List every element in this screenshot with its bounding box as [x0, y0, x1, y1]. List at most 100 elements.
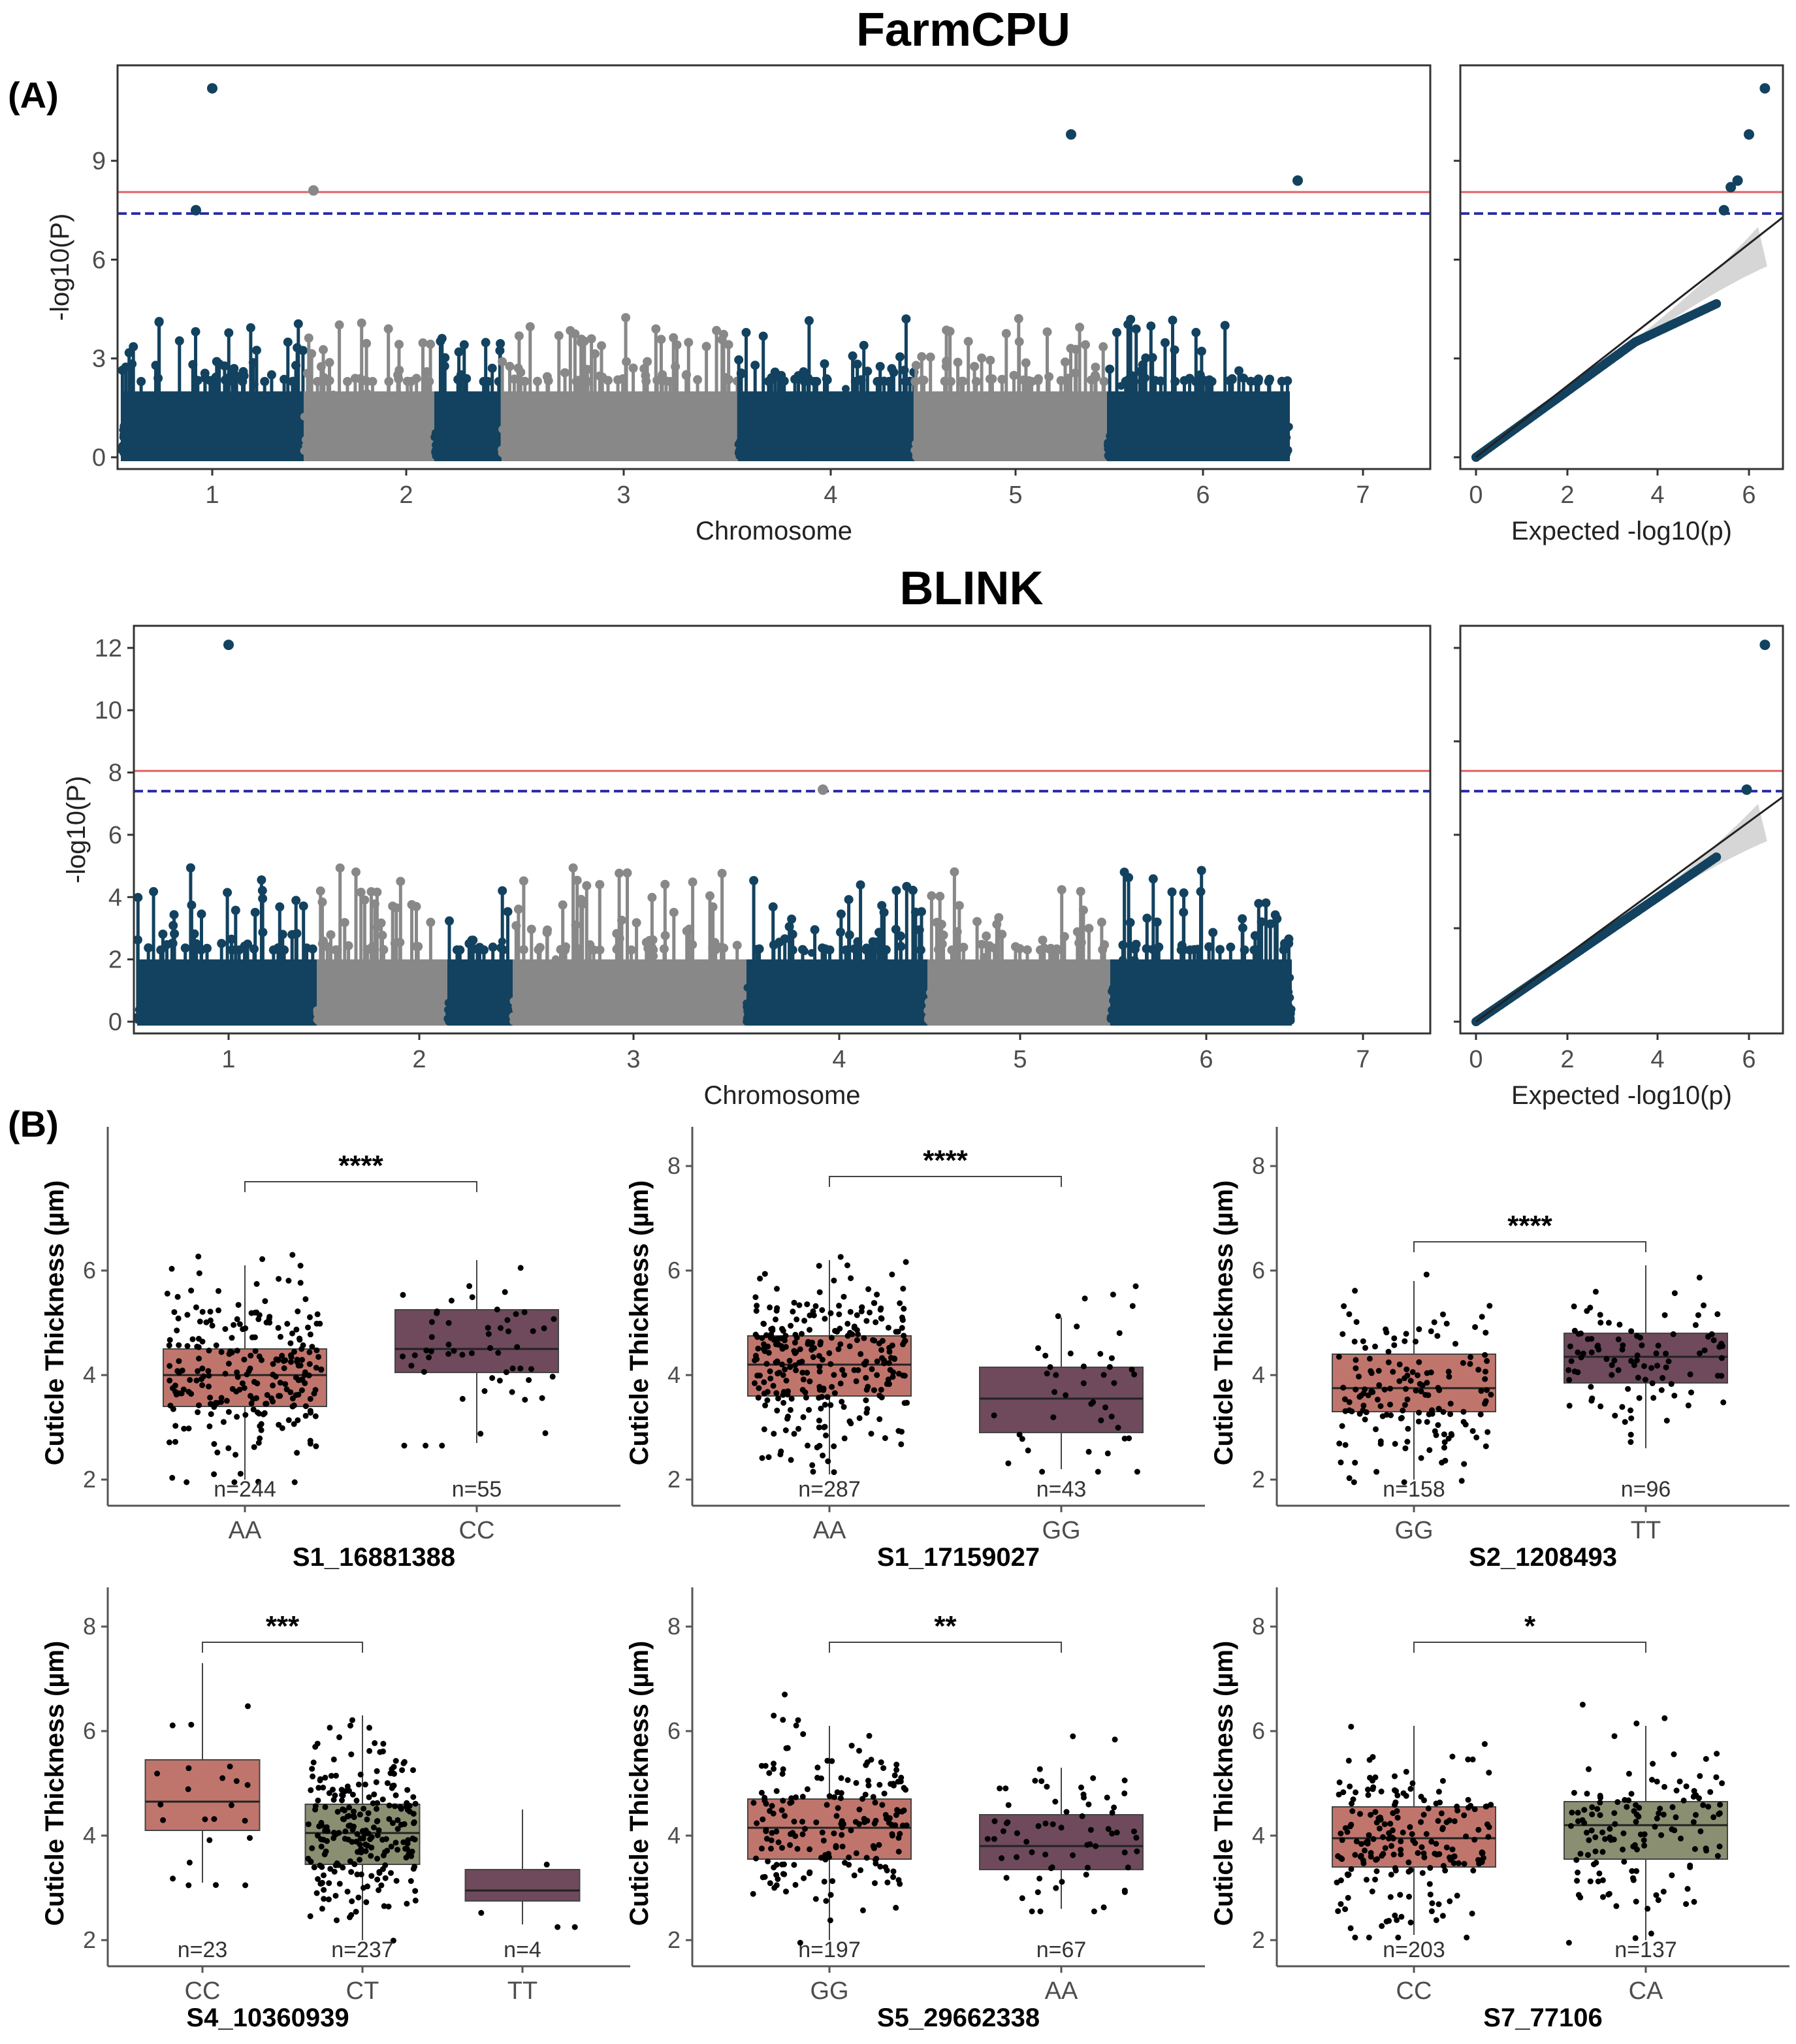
snp-point	[1042, 327, 1052, 337]
snp-point	[498, 357, 507, 366]
snp-point	[803, 373, 813, 383]
snp-point	[287, 376, 297, 386]
snp-point	[717, 335, 727, 345]
snp-point	[665, 377, 675, 386]
snp-point	[1033, 376, 1043, 385]
snp-point	[260, 377, 270, 386]
snp-point	[298, 901, 308, 911]
snp-point	[1001, 329, 1011, 338]
snp-point	[1195, 370, 1205, 380]
qq-points	[1471, 299, 1722, 462]
snp-point	[1185, 374, 1195, 383]
snp-point	[197, 909, 206, 919]
y-axis-title: -log10(P)	[46, 214, 74, 321]
snp-point	[248, 358, 258, 368]
qq-top-point	[1718, 204, 1729, 216]
snp-point	[736, 368, 746, 378]
snp-point	[185, 863, 195, 873]
snp-point	[1014, 337, 1024, 347]
snp-point	[293, 319, 303, 329]
snp-point	[396, 877, 406, 886]
y-tick-label: 9	[92, 148, 106, 175]
snp-point	[180, 943, 190, 953]
x-tick-label: 6	[1196, 481, 1210, 509]
y-tick-label: 6	[92, 246, 106, 274]
snp-point	[875, 362, 885, 371]
snp-point	[376, 918, 386, 928]
snp-point	[895, 352, 905, 362]
snp-point	[804, 316, 814, 325]
snp-point	[671, 362, 681, 372]
snp-point	[191, 939, 201, 949]
snp-point	[622, 357, 632, 366]
snp-point	[712, 325, 722, 335]
snp-point	[454, 347, 464, 357]
qq-point	[1712, 299, 1722, 308]
x-tick-label: 1	[205, 481, 219, 509]
snp-point	[1098, 342, 1108, 351]
snp-point	[925, 352, 935, 362]
snp-point	[1075, 323, 1085, 332]
snp-point	[136, 377, 146, 386]
snp-point	[1021, 358, 1031, 368]
snp-point	[118, 365, 127, 375]
snp-point	[368, 942, 377, 952]
snp-point	[651, 324, 661, 334]
snp-point	[356, 887, 366, 897]
x-tick-label: 5	[1008, 481, 1022, 509]
snp-point	[1091, 363, 1100, 372]
snp-point	[758, 331, 768, 341]
snp-point	[453, 375, 463, 384]
snp-point	[560, 368, 569, 378]
snp-point	[997, 374, 1007, 384]
panel-a-label: (A)	[8, 74, 59, 116]
peak-snp-point	[191, 204, 201, 216]
snp-point	[734, 355, 744, 365]
snp-point	[472, 944, 482, 954]
snp-point	[516, 368, 526, 377]
snp-point	[963, 336, 973, 346]
snp-point	[945, 327, 955, 336]
snp-point	[770, 367, 780, 377]
snp-point	[693, 375, 703, 385]
snp-point	[577, 334, 586, 344]
snp-point	[394, 340, 404, 349]
y-tick-label: 0	[92, 444, 106, 472]
snp-point	[258, 894, 268, 903]
snp-point	[319, 373, 329, 382]
snp-point	[1138, 360, 1147, 370]
snp-point	[514, 331, 524, 341]
snp-point	[1071, 344, 1081, 354]
snp-point	[368, 377, 377, 386]
snp-point	[885, 377, 895, 386]
snp-point	[901, 314, 911, 324]
snp-point	[873, 377, 882, 386]
peak-snp-point	[308, 185, 319, 196]
snp-point	[334, 320, 344, 330]
snp-point	[1126, 315, 1136, 324]
snp-point	[212, 357, 221, 366]
peak-snp-point	[207, 83, 217, 94]
snp-point	[503, 907, 513, 917]
snp-point	[291, 896, 301, 905]
snp-point	[149, 886, 159, 896]
snp-point	[293, 343, 302, 353]
snp-point	[350, 374, 360, 383]
snp-point	[495, 346, 505, 355]
snp-point	[794, 371, 803, 381]
snp-point	[351, 867, 361, 877]
snp-point	[682, 370, 691, 380]
snp-point	[1227, 374, 1237, 383]
snp-point	[187, 900, 197, 910]
snp-point	[291, 361, 300, 370]
x-tick-label: 4	[1650, 481, 1664, 509]
snp-point	[251, 346, 261, 355]
snp-point	[498, 886, 507, 896]
snp-point	[566, 326, 575, 336]
snp-point	[1044, 372, 1054, 381]
snp-point	[488, 942, 498, 952]
snp-point	[258, 928, 268, 937]
snp-point	[268, 945, 278, 955]
